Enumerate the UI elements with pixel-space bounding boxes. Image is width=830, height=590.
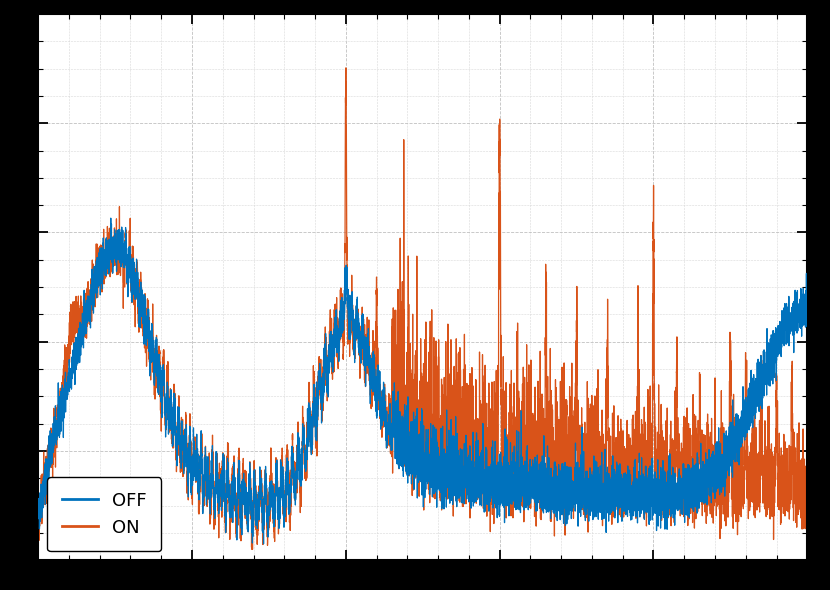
- ON: [803, 503, 813, 510]
- OFF: [33, 510, 43, 517]
- OFF: [72, 345, 82, 352]
- ON: [489, 411, 499, 418]
- ON: [33, 516, 43, 523]
- ON: [247, 546, 256, 553]
- OFF: [803, 277, 813, 284]
- OFF: [105, 215, 115, 222]
- ON: [72, 310, 82, 317]
- Line: ON: ON: [38, 68, 808, 549]
- OFF: [489, 464, 499, 471]
- OFF: [259, 540, 269, 548]
- OFF: [312, 418, 322, 425]
- ON: [603, 472, 613, 479]
- OFF: [603, 481, 613, 488]
- Legend: OFF, ON: OFF, ON: [47, 477, 161, 551]
- OFF: [522, 484, 532, 491]
- Line: OFF: OFF: [38, 218, 808, 544]
- ON: [645, 493, 655, 500]
- ON: [522, 470, 532, 477]
- OFF: [645, 494, 655, 501]
- ON: [312, 423, 322, 430]
- ON: [341, 64, 351, 71]
